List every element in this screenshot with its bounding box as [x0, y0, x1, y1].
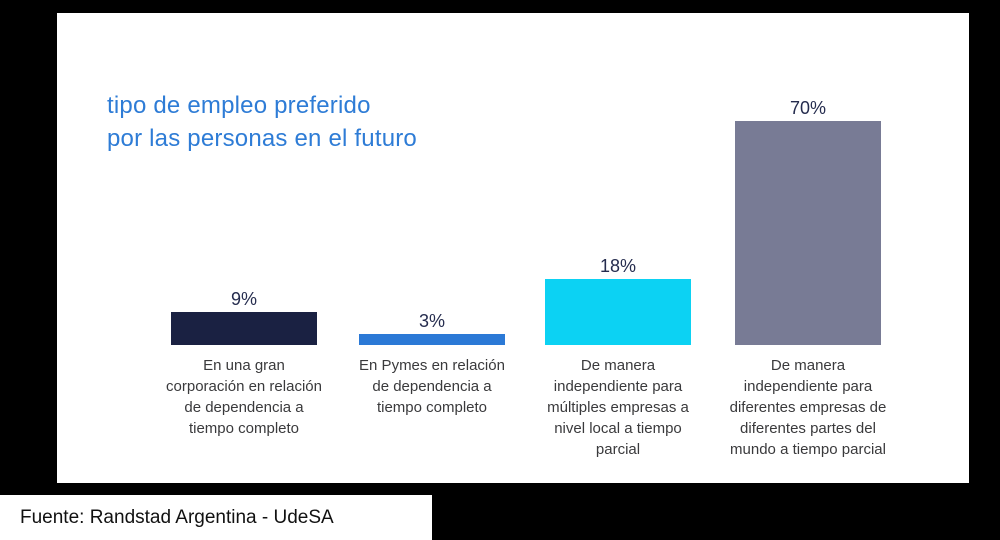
bar-4	[735, 121, 881, 345]
bar-value-label-4: 70%	[789, 98, 827, 118]
bar-category-label-4: De manera independiente para diferentes …	[729, 357, 887, 458]
chart-title-line-2: por las personas en el futuro	[107, 125, 417, 152]
bar-category-label-1: En una gran corporación en relación de d…	[166, 357, 322, 437]
chart-title: tipo de empleo preferido por las persona…	[107, 89, 417, 155]
bar-chart: 9% En una gran corporación en relación de…	[57, 13, 969, 483]
source-strip: Fuente: Randstad Argentina - UdeSA	[0, 495, 432, 540]
bar-value-label-1: 9%	[230, 289, 257, 309]
source-text: Fuente: Randstad Argentina - UdeSA	[20, 506, 334, 528]
chart-card: tipo de empleo preferido por las persona…	[57, 13, 969, 483]
chart-title-line-1: tipo de empleo preferido	[107, 92, 371, 119]
bar-category-label-2: En Pymes en relación de dependencia a ti…	[359, 357, 505, 416]
bar-category-label-3: De manera independiente para múltiples e…	[547, 357, 689, 458]
bar-1	[171, 312, 317, 345]
bar-3	[545, 279, 691, 345]
bar-value-label-2: 3%	[418, 311, 445, 331]
bar-value-label-3: 18%	[599, 256, 637, 276]
bar-2	[359, 334, 505, 345]
